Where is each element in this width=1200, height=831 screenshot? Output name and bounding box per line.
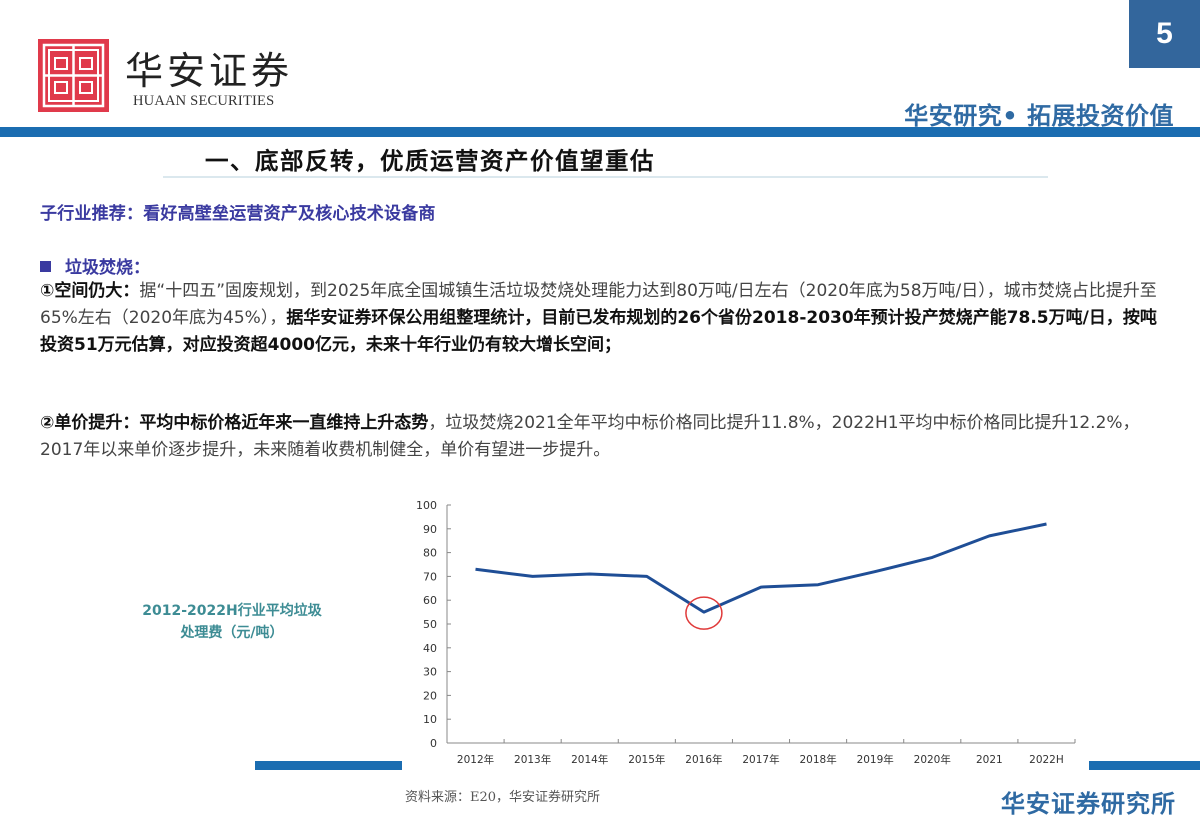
- header-slogan: 华安研究• 拓展投资价值: [904, 102, 1174, 130]
- y-tick-label: 50: [423, 618, 437, 631]
- footer-brand: 华安证券研究所: [1001, 790, 1176, 818]
- logo-chinese-name: 华安证券: [125, 49, 294, 93]
- bullet-label: 垃圾焚烧：: [65, 258, 150, 278]
- y-tick-label: 70: [423, 570, 437, 583]
- y-axis: 0 10 20 30 40 50 60 70 80 90 100: [416, 499, 451, 750]
- y-tick-label: 60: [423, 594, 437, 607]
- company-logo-icon: [38, 39, 109, 112]
- x-tick-label: 2022H: [1029, 754, 1064, 766]
- plot-area: [475, 522, 1047, 630]
- subheading: 子行业推荐：看好高壁垒运营资产及核心技术设备商: [40, 204, 436, 224]
- y-tick-label: 40: [423, 642, 437, 655]
- x-tick-label: 2020年: [914, 753, 951, 766]
- point2-lead: ②单价提升：平均中标价格近年来一直维持上升态势: [40, 413, 429, 433]
- y-tick-label: 10: [423, 713, 437, 726]
- x-tick-label: 2015年: [628, 753, 665, 766]
- y-tick-label: 0: [430, 737, 437, 750]
- decorative-bar-left: [255, 761, 402, 770]
- x-tick-label: 2013年: [514, 753, 551, 766]
- x-tick-label: 2017年: [742, 753, 779, 766]
- x-tick-label: 2018年: [799, 753, 836, 766]
- x-tick-label: 2021: [976, 754, 1003, 766]
- y-tick-label: 20: [423, 689, 437, 702]
- paragraph-price-rise: ②单价提升：平均中标价格近年来一直维持上升态势，垃圾焚烧2021全年平均中标价格…: [40, 410, 1165, 464]
- paragraph-space-large: ①空间仍大：据“十四五”固废规划，到2025年底全国城镇生活垃圾焚烧处理能力达到…: [40, 278, 1165, 359]
- decorative-bar-right: [1089, 761, 1200, 770]
- y-tick-label: 90: [423, 523, 437, 536]
- chart-title: 2012-2022H行业平均垃圾处理费（元/吨）: [142, 603, 322, 641]
- x-tick-label: 2019年: [857, 753, 894, 766]
- point1-text-a: 据“十四五”固废规划，到2025年底全国城镇生活垃圾焚烧处理能力达到80万吨/日…: [40, 281, 1157, 328]
- y-tick-label: 100: [416, 499, 437, 512]
- y-tick-label: 30: [423, 666, 437, 679]
- point1-lead: ①空间仍大：: [40, 281, 140, 301]
- x-tick-label: 2016年: [685, 753, 722, 766]
- x-tick-label: 2014年: [571, 753, 608, 766]
- y-tick-label: 80: [423, 547, 437, 560]
- point1-text-b: 据华安证券环保公用组整理统计，目前已发布规划的26个省份2018-2030年预计…: [40, 308, 1157, 355]
- section-title: 一、底部反转，优质运营资产价值望重估: [205, 147, 655, 175]
- title-underline: [163, 176, 1048, 178]
- data-line: [475, 522, 1047, 614]
- x-tick-label: 2012年: [457, 753, 494, 766]
- square-bullet-icon: [40, 261, 51, 272]
- bullet-heading: 垃圾焚烧：: [40, 253, 150, 278]
- logo-english-name: HUAAN SECURITIES: [133, 93, 275, 109]
- point2-text: ，垃圾焚烧2021全年平均中标价格同比提升11.8%，2022H1平均中标价格同…: [40, 413, 1140, 460]
- x-axis: 2012年 2013年 2014年 2015年 2016年 2017年 2018年 2019年…: [446, 739, 1076, 766]
- page-number: 5: [1129, 0, 1200, 68]
- header-divider: [0, 127, 1200, 137]
- highlight-circle-icon: [685, 596, 723, 630]
- source-note: 资料来源：E20，华安证券研究所: [405, 790, 601, 805]
